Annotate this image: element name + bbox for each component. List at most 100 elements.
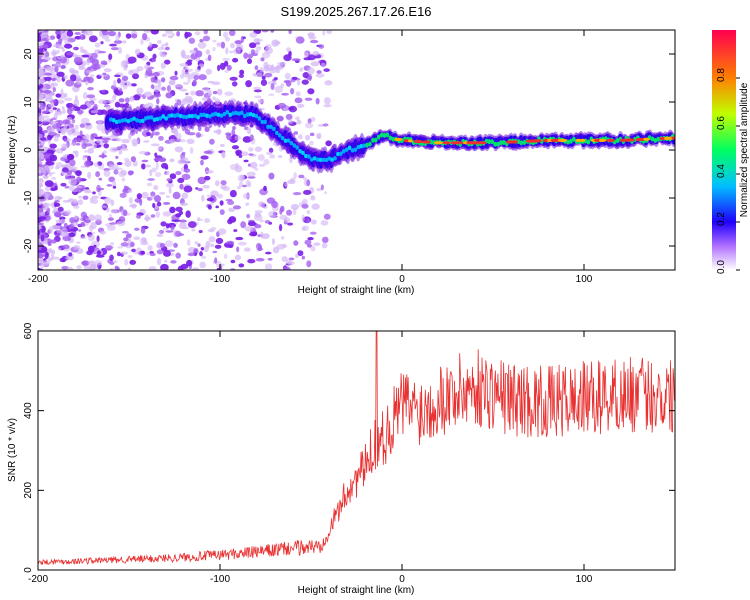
noise-blob	[38, 259, 44, 263]
noise-blob	[60, 131, 66, 135]
noise-blob	[82, 155, 87, 161]
ridge-core	[274, 130, 279, 136]
noise-blob	[60, 88, 64, 96]
noise-blob	[142, 32, 148, 41]
noise-blob	[164, 165, 169, 170]
noise-blob	[220, 263, 225, 267]
noise-blob	[202, 184, 210, 189]
noise-blob	[247, 221, 257, 227]
noise-blob	[170, 260, 177, 264]
noise-blob	[50, 239, 57, 244]
noise-blob	[223, 60, 229, 67]
noise-blob	[235, 149, 243, 156]
noise-blob	[125, 233, 132, 239]
colorbar: 0.0 0.2 0.4 0.6 0.8 Normalized spectral ampl…	[712, 30, 750, 274]
noise-blob	[41, 260, 51, 266]
noise-blob	[41, 118, 50, 123]
noise-blob	[214, 98, 221, 105]
noise-blob	[266, 151, 272, 155]
colorbar-label: Normalized spectral amplitude	[739, 82, 750, 217]
noise-blob	[263, 205, 268, 209]
noise-blob	[307, 88, 315, 95]
noise-blob	[199, 38, 204, 43]
noise-blob	[192, 79, 197, 87]
noise-blob	[117, 78, 121, 84]
noise-blob	[301, 225, 310, 231]
noise-blob	[321, 242, 328, 249]
ridge-core	[382, 132, 387, 138]
noise-blob	[53, 211, 62, 218]
noise-blob	[277, 61, 286, 66]
noise-blob	[168, 187, 172, 194]
noise-blob	[76, 265, 82, 270]
noise-blob	[268, 93, 275, 97]
noise-blob	[179, 139, 186, 143]
noise-blob	[83, 76, 91, 82]
ridge-core	[196, 115, 200, 120]
noise-blob	[181, 192, 189, 199]
ridge-peak	[442, 141, 451, 145]
noise-blob	[225, 47, 229, 55]
noise-blob	[52, 107, 57, 110]
noise-blob	[208, 236, 216, 243]
noise-blob	[122, 40, 127, 44]
noise-blob	[281, 92, 290, 96]
noise-blob	[287, 179, 296, 185]
noise-blob	[305, 134, 310, 141]
noise-blob	[323, 104, 332, 108]
noise-blob	[56, 34, 61, 40]
noise-blob	[310, 245, 316, 252]
noise-blob	[153, 185, 159, 191]
noise-blob	[220, 185, 228, 190]
noise-blob	[243, 52, 249, 60]
noise-blob	[193, 74, 200, 81]
noise-blob	[310, 61, 320, 67]
noise-blob	[154, 195, 162, 203]
noise-blob	[84, 52, 90, 56]
noise-blob	[140, 242, 149, 246]
ridge-core	[167, 113, 171, 119]
noise-blob	[158, 158, 167, 162]
snr-x-tick-label: 0	[399, 574, 405, 585]
noise-blob	[50, 82, 59, 87]
noise-blob	[74, 31, 81, 35]
snr-frame	[37, 330, 676, 571]
noise-blob	[274, 85, 283, 94]
noise-blob	[97, 187, 105, 191]
noise-blob	[277, 154, 283, 158]
ridge-core	[149, 115, 154, 120]
noise-blob	[320, 62, 326, 68]
noise-blob	[52, 63, 61, 67]
ridge-core	[353, 147, 358, 152]
noise-blob	[73, 205, 80, 209]
noise-blob	[206, 194, 211, 198]
noise-blob	[160, 62, 166, 70]
ridge-core	[164, 116, 168, 121]
spectrogram-y-tick-label: 10	[23, 96, 34, 108]
noise-blob	[75, 170, 82, 177]
noise-blob	[54, 202, 61, 207]
noise-blob	[89, 74, 95, 78]
noise-blob	[254, 167, 259, 171]
noise-blob	[293, 131, 299, 135]
ridge-peak	[394, 137, 403, 142]
noise-blob	[225, 132, 232, 136]
noise-blob	[140, 227, 146, 234]
noise-blob	[231, 129, 236, 136]
noise-blob	[280, 205, 285, 213]
noise-blob	[207, 54, 212, 62]
noise-blob	[307, 118, 312, 124]
noise-blob	[109, 222, 118, 225]
noise-blob	[84, 160, 91, 168]
noise-blob	[66, 30, 74, 37]
noise-blob	[129, 259, 137, 265]
noise-blob	[202, 35, 211, 42]
noise-blob	[136, 87, 144, 95]
noise-blob	[51, 176, 56, 180]
noise-blob	[50, 51, 59, 55]
noise-blob	[53, 112, 59, 119]
noise-blob	[238, 263, 245, 268]
ridge-core	[240, 110, 244, 116]
noise-blob	[195, 50, 203, 58]
noise-blob	[326, 30, 333, 35]
